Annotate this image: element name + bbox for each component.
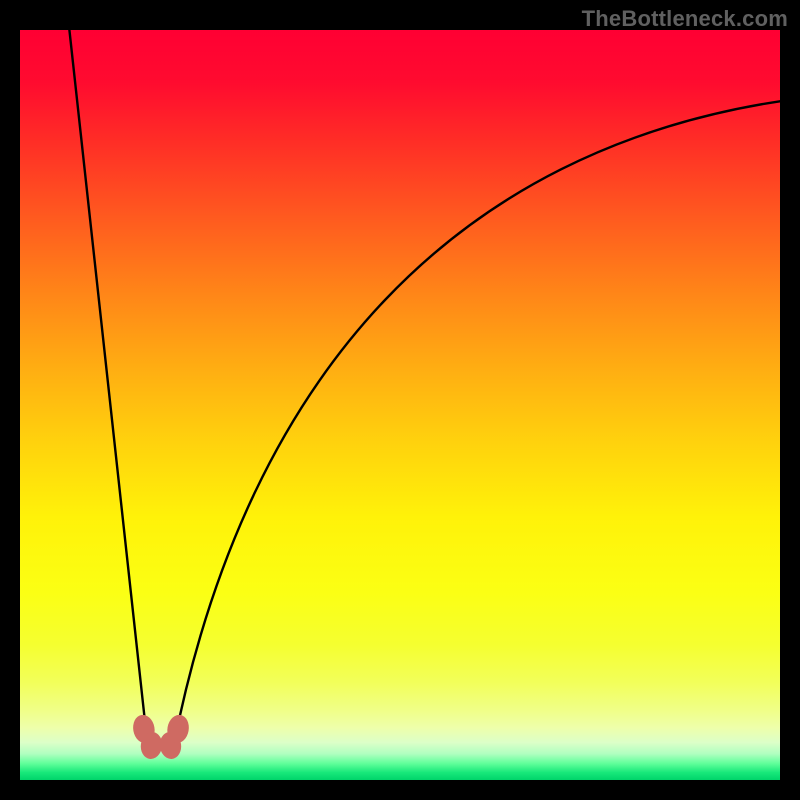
gradient-background bbox=[20, 30, 780, 780]
bottleneck-chart bbox=[20, 30, 780, 780]
watermark-text: TheBottleneck.com bbox=[582, 6, 788, 32]
chart-frame: TheBottleneck.com bbox=[0, 0, 800, 800]
